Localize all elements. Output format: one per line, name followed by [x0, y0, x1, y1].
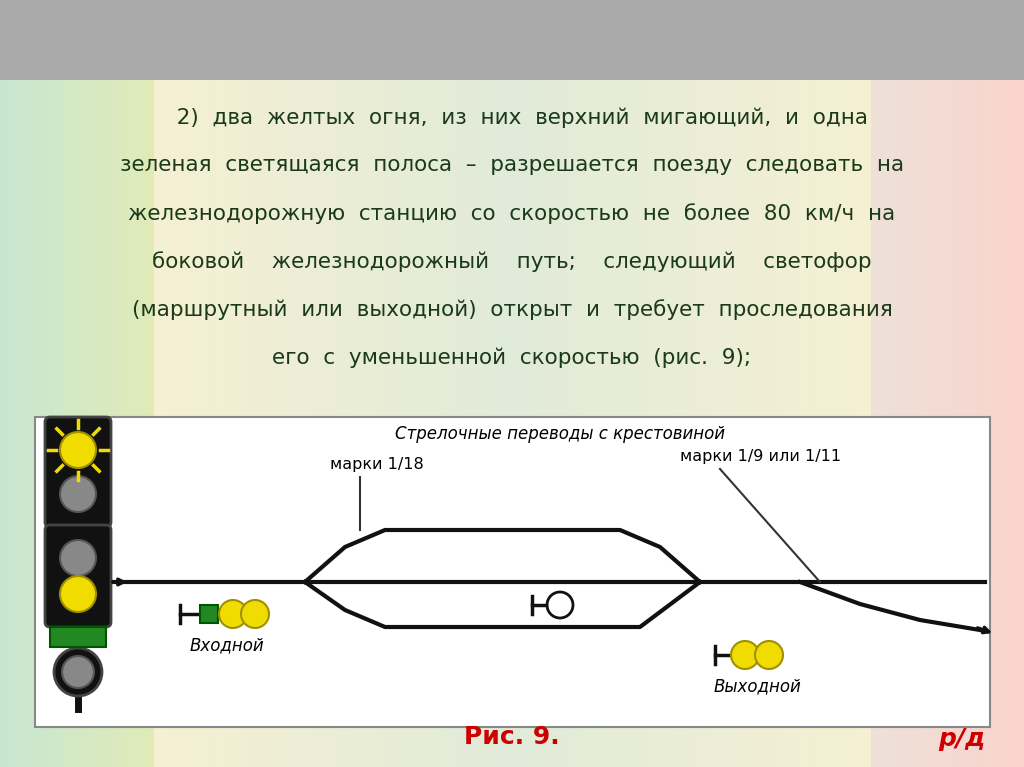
FancyBboxPatch shape	[45, 417, 111, 527]
Bar	[35, 417, 990, 727]
Text: марки 1/9 или 1/11: марки 1/9 или 1/11	[680, 449, 841, 464]
Text: железнодорожную  станцию  со  скоростью  не  более  80  км/ч  на: железнодорожную станцию со скоростью не …	[128, 203, 896, 224]
Circle shape	[731, 641, 759, 669]
Circle shape	[54, 648, 102, 696]
Text: Рис. 9.: Рис. 9.	[464, 725, 560, 749]
Text: Выходной: Выходной	[713, 677, 801, 695]
Circle shape	[241, 600, 269, 628]
Text: боковой    железнодорожный    путь;    следующий    светофор: боковой железнодорожный путь; следующий …	[153, 251, 871, 272]
Bar	[200, 605, 218, 623]
Circle shape	[547, 592, 573, 618]
Circle shape	[60, 476, 96, 512]
FancyBboxPatch shape	[45, 525, 111, 627]
Text: Стрелочные переводы с крестовиной: Стрелочные переводы с крестовиной	[395, 425, 725, 443]
Text: р/д: р/д	[938, 727, 985, 751]
Text: 2)  два  желтых  огня,  из  них  верхний  мигающий,  и  одна: 2) два желтых огня, из них верхний мигаю…	[156, 107, 868, 127]
Text: Входной: Входной	[189, 636, 264, 654]
Text: зеленая  светящаяся  полоса  –  разрешается  поезду  следовать  на: зеленая светящаяся полоса – разрешается …	[120, 155, 904, 175]
Circle shape	[62, 656, 94, 688]
Bar	[0, 0, 1024, 80]
Circle shape	[60, 576, 96, 612]
Text: (маршрутный  или  выходной)  открыт  и  требует  проследования: (маршрутный или выходной) открыт и требу…	[131, 299, 893, 320]
Circle shape	[755, 641, 783, 669]
Circle shape	[60, 432, 96, 468]
Text: его  с  уменьшенной  скоростью  (рис.  9);: его с уменьшенной скоростью (рис. 9);	[272, 347, 752, 367]
Circle shape	[219, 600, 247, 628]
Bar	[50, 627, 106, 647]
Text: марки 1/18: марки 1/18	[330, 457, 424, 472]
Circle shape	[60, 540, 96, 576]
